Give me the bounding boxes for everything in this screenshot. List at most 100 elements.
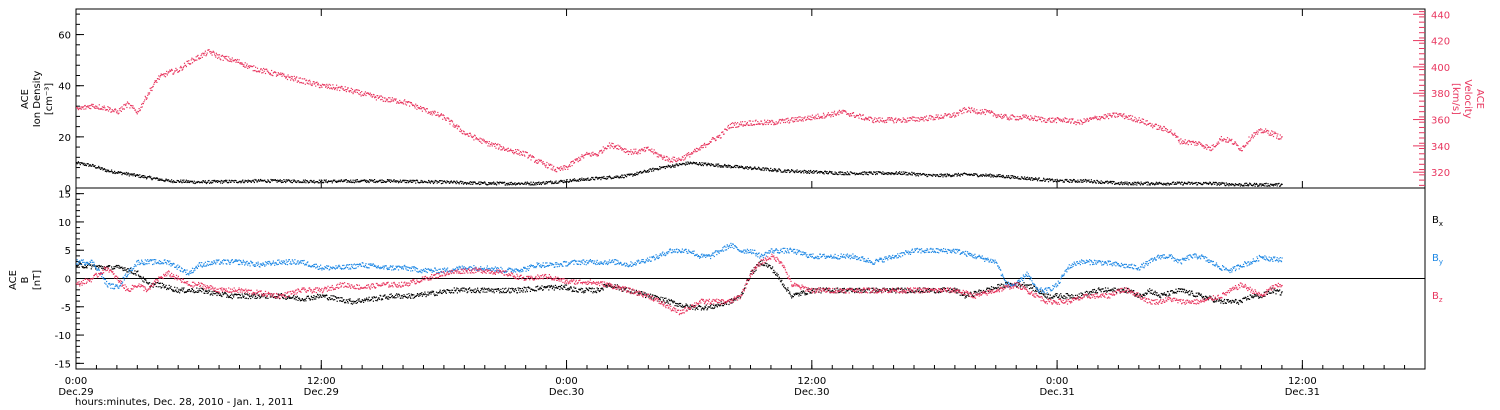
density-point	[534, 183, 536, 185]
density-point	[366, 180, 368, 182]
bx-point	[226, 296, 228, 298]
velocity-point	[1000, 116, 1002, 118]
density-point	[94, 165, 96, 167]
velocity-point	[1040, 116, 1042, 118]
velocity-point	[975, 112, 977, 114]
density-point	[654, 168, 656, 170]
bx-point	[503, 292, 505, 294]
velocity-point	[1265, 128, 1267, 130]
velocity-point	[783, 119, 785, 121]
velocity-point	[838, 109, 840, 111]
velocity-point	[615, 145, 617, 147]
density-point	[921, 173, 923, 176]
velocity-point	[201, 56, 203, 58]
velocity-point	[203, 54, 205, 56]
velocity-point	[901, 121, 903, 123]
velocity-point	[1081, 121, 1083, 123]
velocity-ylabel-line1: ACE	[1474, 89, 1485, 109]
density-point	[399, 179, 401, 181]
velocity-point	[732, 126, 734, 128]
density-point	[166, 179, 168, 181]
density-point	[898, 172, 900, 174]
velocity-point	[932, 116, 934, 118]
bx-point	[307, 295, 309, 297]
density-point	[220, 182, 222, 184]
density-point	[599, 177, 601, 179]
velocity-point	[1224, 139, 1226, 141]
density-point	[103, 168, 105, 170]
velocity-point	[757, 121, 759, 123]
density-point	[271, 180, 273, 182]
velocity-point	[712, 137, 714, 139]
density-point	[1163, 182, 1165, 184]
bx-point	[122, 268, 124, 270]
velocity-point	[861, 118, 863, 120]
density-point	[767, 168, 769, 170]
velocity-point	[225, 55, 227, 58]
velocity-point	[1200, 143, 1202, 145]
density-point	[1142, 183, 1145, 185]
bx-point	[591, 287, 593, 289]
velocity-point	[703, 144, 705, 146]
bx-point	[412, 294, 414, 296]
velocity-point	[838, 114, 840, 116]
density-point	[902, 171, 904, 173]
velocity-point	[120, 107, 122, 109]
velocity-point	[623, 151, 625, 153]
bx-point	[80, 263, 82, 265]
density-point	[459, 181, 461, 183]
velocity-point	[877, 120, 879, 122]
velocity-point	[684, 157, 687, 159]
velocity-point	[1180, 138, 1182, 140]
density-point	[423, 181, 425, 183]
bx-point	[442, 290, 444, 292]
velocity-point	[665, 159, 667, 161]
density-point	[850, 171, 852, 173]
velocity-point	[431, 114, 433, 116]
bx-point	[324, 296, 326, 298]
velocity-point	[229, 58, 231, 60]
density-point	[104, 170, 106, 172]
density-point	[196, 181, 198, 184]
density-point	[243, 182, 245, 184]
bx-point	[106, 265, 108, 267]
bx-point	[396, 293, 398, 295]
bx-point	[288, 297, 290, 299]
velocity-point	[500, 146, 503, 148]
velocity-point	[626, 151, 628, 153]
bx-point	[402, 296, 404, 298]
density-point	[463, 182, 465, 185]
density-point	[932, 175, 934, 177]
bx-point	[566, 289, 568, 291]
velocity-point	[228, 56, 230, 58]
density-point	[1007, 176, 1009, 178]
velocity-point	[1055, 122, 1058, 124]
density-point	[241, 180, 243, 182]
velocity-point	[275, 72, 277, 74]
density-point	[811, 171, 813, 173]
bx-point	[606, 286, 608, 288]
density-point	[1036, 180, 1039, 182]
bx-point	[590, 290, 592, 293]
velocity-point	[922, 117, 924, 119]
density-point	[608, 175, 611, 177]
velocity-point	[1277, 133, 1279, 135]
velocity-point	[519, 154, 521, 156]
velocity-point	[611, 146, 614, 148]
density-point	[1058, 180, 1061, 182]
velocity-point	[1063, 119, 1065, 121]
density-point	[1003, 177, 1005, 179]
velocity-point	[1130, 114, 1132, 117]
velocity-point	[1273, 133, 1275, 135]
bx-point	[385, 296, 387, 298]
velocity-point	[989, 110, 991, 112]
density-point	[1082, 179, 1084, 181]
bx-point	[572, 290, 574, 292]
velocity-point	[1165, 128, 1167, 130]
velocity-point	[399, 99, 401, 102]
density-point	[1049, 180, 1051, 182]
density-point	[487, 184, 489, 186]
bx-point	[435, 291, 438, 293]
density-point	[110, 171, 112, 173]
density-point	[805, 170, 807, 172]
